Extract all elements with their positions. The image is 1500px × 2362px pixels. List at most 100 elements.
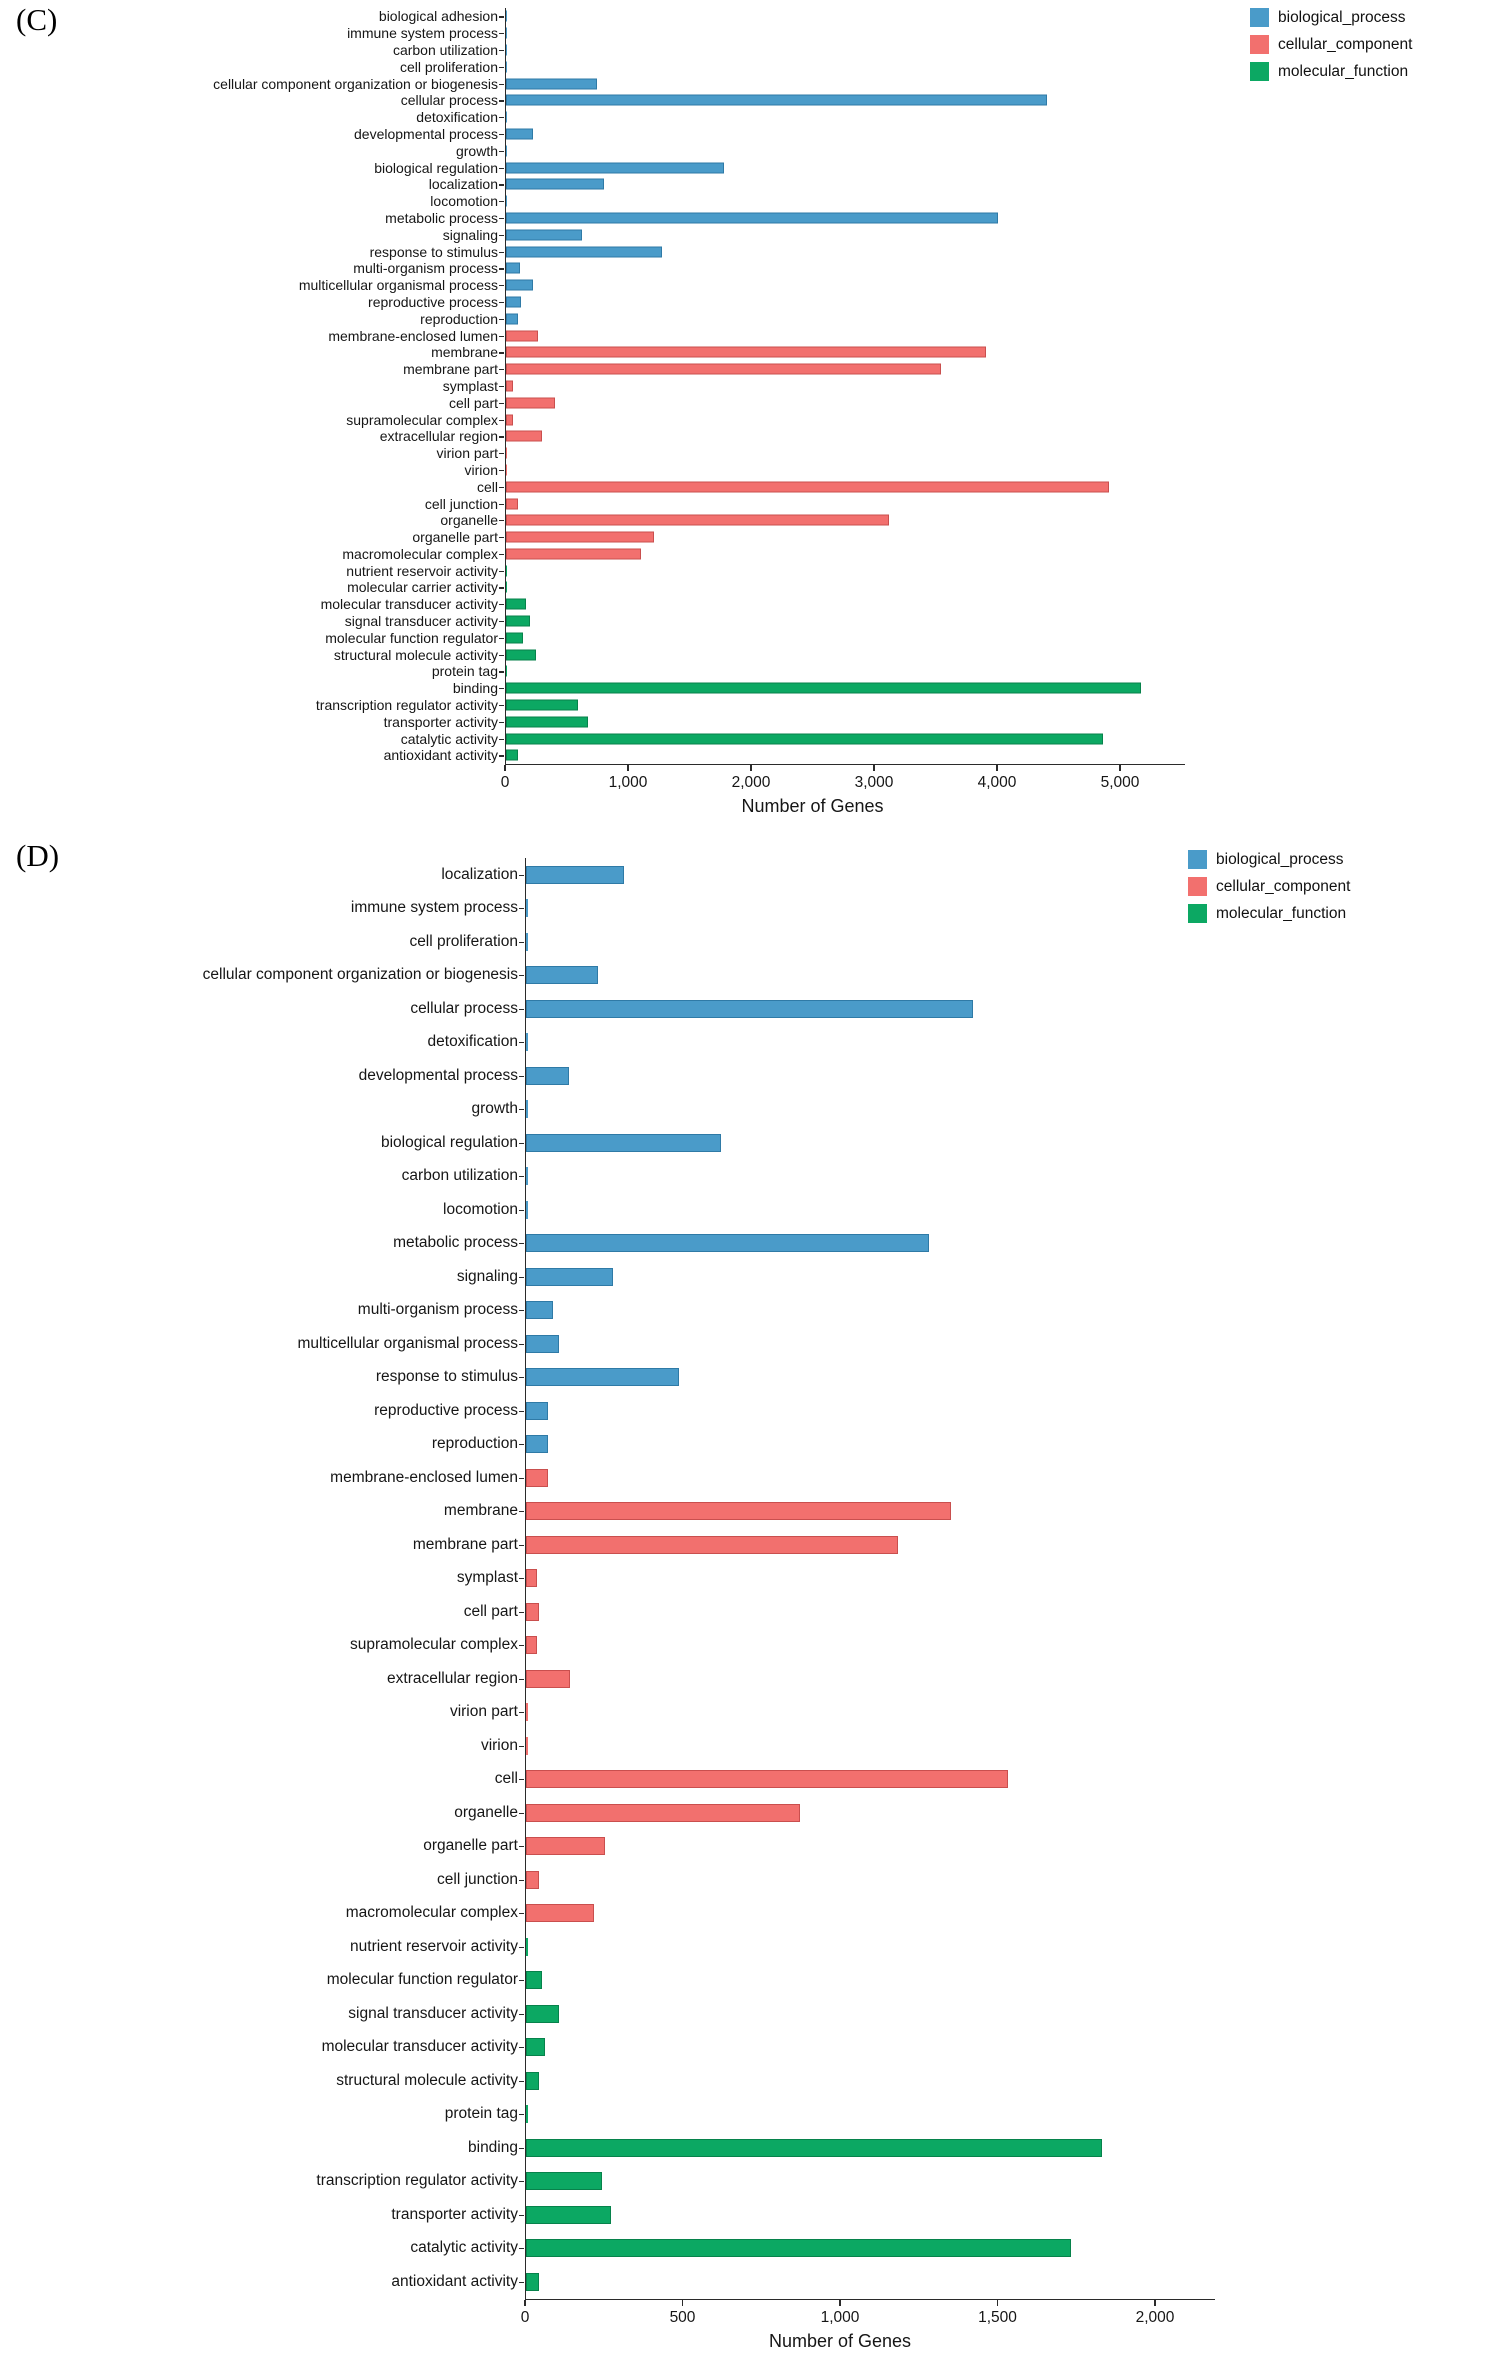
bar-biological_process xyxy=(506,279,534,291)
bar-track xyxy=(519,1226,1215,1260)
bar-track xyxy=(499,192,1185,210)
category-row: transcription regulator activity xyxy=(0,2164,1500,2198)
category-row: detoxification xyxy=(0,108,1500,126)
bar-biological_process xyxy=(526,1167,528,1186)
category-row: growth xyxy=(0,142,1500,160)
bar-track xyxy=(519,2231,1215,2265)
category-label: cell proliferation xyxy=(409,932,518,950)
x-tick-mark xyxy=(996,2299,999,2306)
category-label: cell junction xyxy=(424,495,498,512)
category-row: molecular function regulator xyxy=(0,1963,1500,1997)
bar-cellular_component xyxy=(526,1837,605,1856)
category-row: transporter activity xyxy=(0,2198,1500,2232)
bar-track xyxy=(499,24,1185,42)
category-row: reproduction xyxy=(0,1427,1500,1461)
category-row: membrane-enclosed lumen xyxy=(0,1461,1500,1495)
bar-track xyxy=(499,461,1185,479)
bar-track xyxy=(499,91,1185,109)
category-row: catalytic activity xyxy=(0,2231,1500,2265)
category-row: antioxidant activity xyxy=(0,747,1500,764)
category-row: signal transducer activity xyxy=(0,612,1500,630)
category-label: membrane-enclosed lumen xyxy=(330,1468,518,1486)
category-label: antioxidant activity xyxy=(391,2272,518,2290)
bar-track xyxy=(519,1260,1215,1294)
bar-track xyxy=(499,444,1185,462)
category-label: structural molecule activity xyxy=(333,646,498,663)
bar-track xyxy=(499,293,1185,311)
bar-molecular_function xyxy=(506,665,507,677)
bar-cellular_component xyxy=(526,1803,801,1822)
category-label: organelle part xyxy=(423,1837,518,1855)
category-label: reproduction xyxy=(420,310,498,327)
category-row: binding xyxy=(0,2131,1500,2165)
x-tick-label: 3,000 xyxy=(854,773,894,791)
category-label: cell part xyxy=(448,394,498,411)
bar-cellular_component xyxy=(506,464,507,476)
bar-track xyxy=(519,1662,1215,1696)
category-label: molecular function regulator xyxy=(325,629,498,646)
bar-track xyxy=(519,1628,1215,1662)
bar-track xyxy=(519,1494,1215,1528)
bar-cellular_component xyxy=(506,531,654,543)
category-row: structural molecule activity xyxy=(0,646,1500,664)
bar-track xyxy=(519,2030,1215,2064)
bar-track xyxy=(519,1729,1215,1763)
bar-cellular_component xyxy=(506,498,519,509)
bar-biological_process xyxy=(526,1301,553,1320)
category-label: cellular process xyxy=(410,999,518,1017)
x-tick-label: 1,500 xyxy=(978,2308,1017,2326)
category-label: localization xyxy=(428,176,498,193)
category-label: metabolic process xyxy=(385,209,498,226)
bar-biological_process xyxy=(526,932,528,951)
bar-molecular_function xyxy=(526,2205,612,2224)
bar-track xyxy=(499,679,1185,697)
category-label: supramolecular complex xyxy=(350,1636,518,1654)
category-row: developmental process xyxy=(0,125,1500,143)
category-row: carbon utilization xyxy=(0,41,1500,59)
category-row: cell xyxy=(0,478,1500,496)
bar-track xyxy=(499,612,1185,630)
category-label: localization xyxy=(441,865,518,883)
go-annotation-chart-C: (C) biological_process cellular_component… xyxy=(0,0,1500,817)
category-row: biological adhesion xyxy=(0,8,1500,25)
bar-track xyxy=(499,142,1185,160)
category-label: organelle part xyxy=(412,529,498,546)
bar-biological_process xyxy=(506,145,508,157)
category-label: multicellular organismal process xyxy=(298,277,498,294)
category-row: virion part xyxy=(0,1695,1500,1729)
bar-track xyxy=(519,2064,1215,2098)
category-label: macromolecular complex xyxy=(342,545,498,562)
category-row: biological regulation xyxy=(0,159,1500,176)
category-row: reproductive process xyxy=(0,293,1500,311)
category-label: organelle xyxy=(454,1803,518,1821)
bar-track xyxy=(519,2198,1215,2232)
bar-track xyxy=(519,1896,1215,1930)
category-row: membrane part xyxy=(0,360,1500,378)
category-label: signaling xyxy=(442,226,498,243)
category-row: locomotion xyxy=(0,1193,1500,1227)
bar-biological_process xyxy=(526,1100,528,1119)
category-label: catalytic activity xyxy=(400,730,498,747)
bar-cellular_component xyxy=(506,363,942,375)
bar-track xyxy=(519,1762,1215,1796)
legend-swatch xyxy=(1250,35,1269,54)
bar-biological_process xyxy=(526,966,599,985)
category-row: extracellular region xyxy=(0,1662,1500,1696)
category-row: macromolecular complex xyxy=(0,545,1500,563)
category-row: membrane part xyxy=(0,1528,1500,1562)
bars-area-D: localization immune system process cell pr… xyxy=(0,830,1500,2299)
bar-track xyxy=(519,992,1215,1026)
bar-biological_process xyxy=(526,899,528,918)
bar-track xyxy=(519,1394,1215,1428)
bar-biological_process xyxy=(526,999,974,1018)
bar-molecular_function xyxy=(506,565,508,577)
bar-track xyxy=(499,41,1185,59)
bar-cellular_component xyxy=(526,1535,898,1554)
bar-track xyxy=(499,545,1185,563)
bar-biological_process xyxy=(506,296,521,308)
bar-track xyxy=(519,1930,1215,1964)
category-row: metabolic process xyxy=(0,209,1500,227)
category-row: growth xyxy=(0,1092,1500,1126)
category-row: catalytic activity xyxy=(0,730,1500,748)
category-row: molecular carrier activity xyxy=(0,579,1500,596)
